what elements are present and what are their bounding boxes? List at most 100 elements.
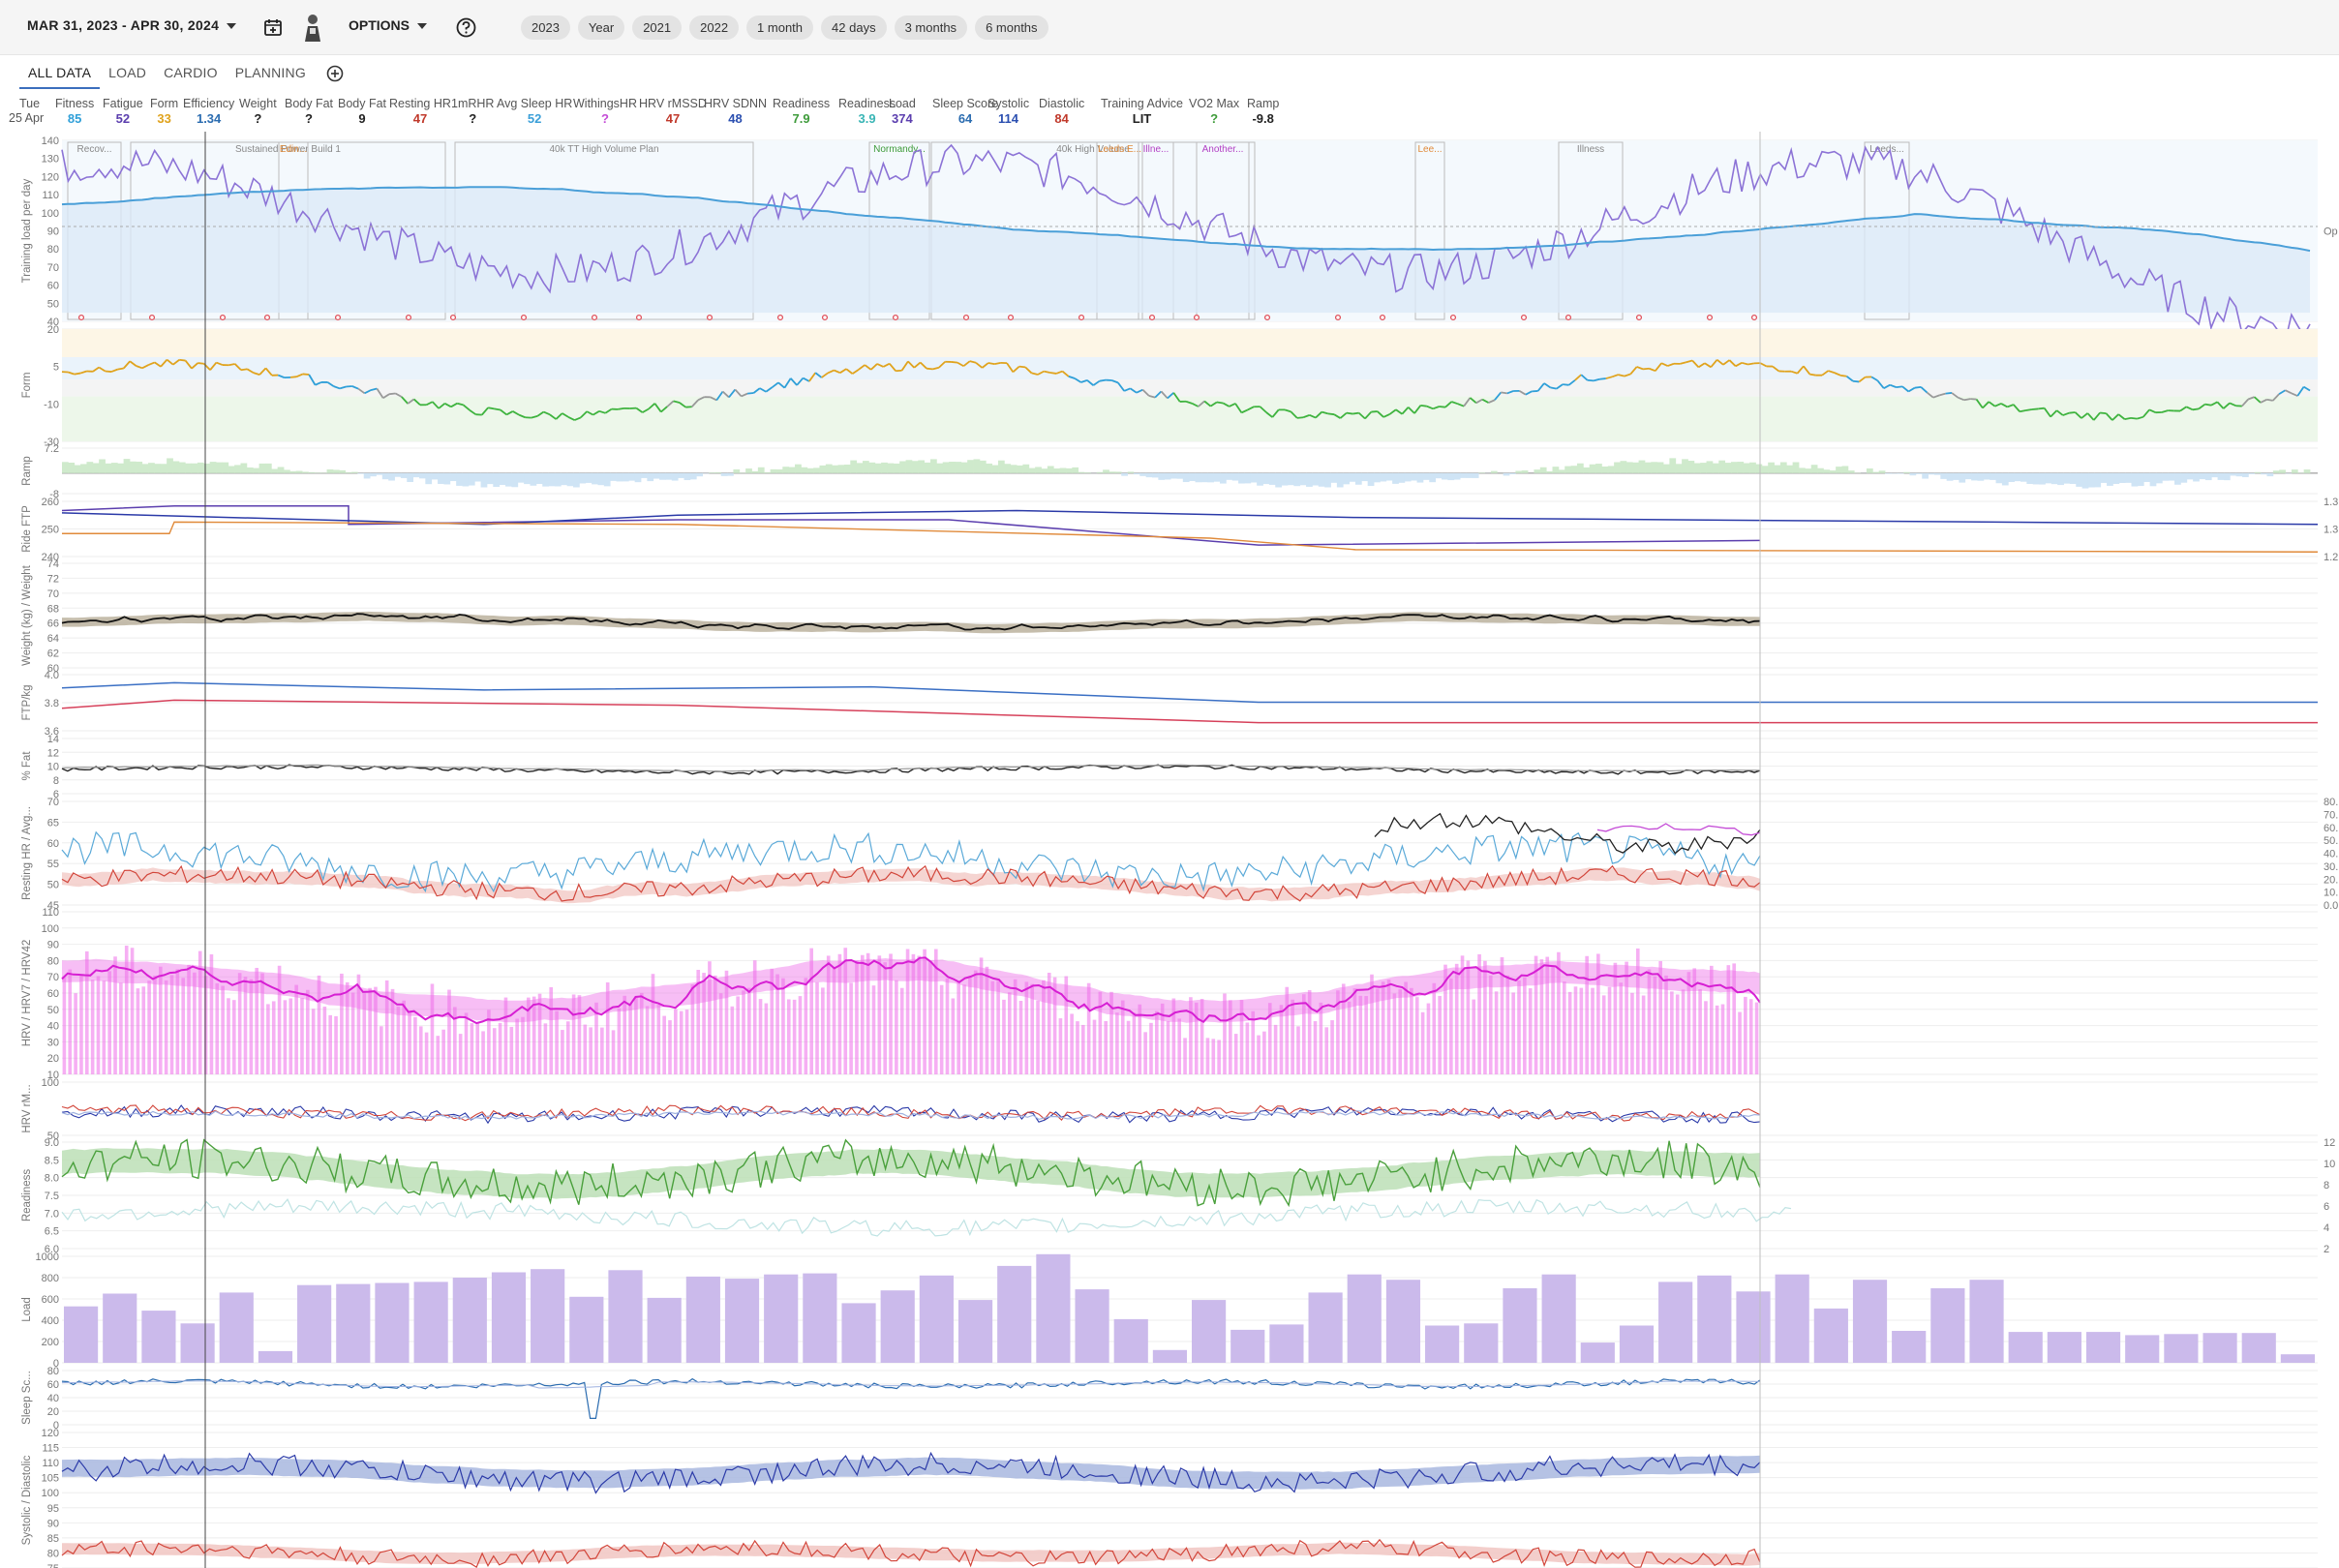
add-tab-icon[interactable] <box>326 65 344 82</box>
tab-all-data[interactable]: ALL DATA <box>19 56 101 89</box>
hrv-bar <box>1653 976 1657 1074</box>
form-segment <box>883 362 891 368</box>
tab-planning[interactable]: PLANNING <box>234 65 306 80</box>
hrv-bar <box>328 1014 333 1074</box>
form-segment <box>2296 386 2305 397</box>
metric-training-advice[interactable]: Training Advice LIT <box>1101 97 1183 126</box>
load-bar <box>1892 1331 1927 1363</box>
form-segment <box>592 410 600 416</box>
hrv-bar <box>730 1006 735 1074</box>
hrv-bar <box>124 946 129 1074</box>
ramp-bar <box>2100 472 2108 483</box>
ramp-bar <box>918 460 926 473</box>
chip-2022[interactable]: 2022 <box>689 15 740 40</box>
metric-load[interactable]: Load 374 <box>889 97 916 126</box>
form-segment <box>512 410 520 416</box>
plan-label: Sustained Power Build 1 <box>235 144 341 155</box>
tab-load[interactable]: LOAD <box>108 65 147 80</box>
hrv-bar <box>736 996 740 1074</box>
systolic-line <box>61 1451 1761 1494</box>
ramp-bar <box>671 472 679 481</box>
athlete-avatar[interactable] <box>300 13 325 42</box>
metric-readiness[interactable]: Readiness 3.9 <box>838 97 896 126</box>
metric-label: Avg Sleep HR <box>497 97 573 110</box>
form-segment <box>938 361 946 369</box>
metric-resting-hr[interactable]: Resting HR 47 <box>389 97 451 126</box>
ramp-bar <box>1774 465 1781 473</box>
ramp-bar <box>326 468 334 473</box>
calendar-add-icon[interactable] <box>263 17 283 37</box>
ramp-bar <box>2020 472 2027 482</box>
ramp-bar <box>775 468 783 473</box>
metric-1mrhr[interactable]: 1mRHR? <box>451 97 494 126</box>
ramp-bar <box>438 472 444 484</box>
chip-year[interactable]: Year <box>577 15 625 40</box>
form-segment <box>376 387 384 399</box>
y-tick-label: 90 <box>47 226 59 238</box>
ramp-bar <box>1145 472 1153 478</box>
y-tick-label: 240 <box>42 552 59 563</box>
hrv-bar <box>651 974 655 1074</box>
ramp-bar <box>1244 472 1252 484</box>
rmssd-line <box>61 1104 1761 1125</box>
chip-2021[interactable]: 2021 <box>632 15 683 40</box>
y-tick-label: 250 <box>42 525 59 536</box>
ramp-bar <box>1922 472 1929 479</box>
form-segment <box>370 387 378 391</box>
right-tick-label: 12 <box>2324 1137 2335 1149</box>
form-segment <box>1629 366 1638 376</box>
metric-sleep-score[interactable]: Sleep Score 64 <box>932 97 998 126</box>
hrv-bar <box>973 970 978 1074</box>
event-marker <box>962 314 970 321</box>
chip-1-month[interactable]: 1 month <box>746 15 814 40</box>
hrv-bar <box>1166 1020 1170 1074</box>
metric-hrv-sdnn[interactable]: HRV SDNN 48 <box>704 97 767 126</box>
chip-3-months[interactable]: 3 months <box>894 15 968 40</box>
metric-systolic[interactable]: Systolic 114 <box>987 97 1029 126</box>
metric-readiness[interactable]: Readiness 7.9 <box>773 97 830 126</box>
metric-weight[interactable]: Weight? <box>239 97 277 126</box>
hrv-bar <box>1223 993 1227 1074</box>
metric-body-fat[interactable]: Body Fat 9 <box>338 97 386 126</box>
metric-hrv-rmssd[interactable]: HRV rMSSD 47 <box>639 97 707 126</box>
ramp-bar <box>850 460 858 473</box>
ramp-bar <box>1638 460 1646 473</box>
options-menu[interactable]: OPTIONS <box>349 17 428 33</box>
form-segment <box>333 385 341 390</box>
ramp-bar <box>1164 472 1171 480</box>
hrv-bar <box>684 1010 689 1074</box>
metric-fatigue[interactable]: Fatigue 52 <box>103 97 143 126</box>
metric-efficiency[interactable]: Efficiency 1.34 <box>183 97 234 126</box>
hrv-bar <box>492 1028 497 1074</box>
hrv-bar <box>1064 976 1069 1074</box>
metric-ramp[interactable]: Ramp -9.8 <box>1247 97 1279 126</box>
form-segment <box>1796 365 1805 375</box>
ramp-bar <box>665 472 673 480</box>
form-segment <box>821 372 829 378</box>
hrv-bar <box>1477 953 1481 1074</box>
metric-diastolic[interactable]: Diastolic 84 <box>1039 97 1084 126</box>
date-range-selector[interactable]: MAR 31, 2023 - APR 30, 2024 <box>27 17 237 33</box>
hrv-bar <box>1058 1018 1063 1074</box>
help-icon[interactable] <box>456 17 476 38</box>
form-segment <box>536 410 545 417</box>
ramp-bar <box>480 472 488 488</box>
metric-form[interactable]: Form 33 <box>150 97 178 126</box>
metric-fitness[interactable]: Fitness 85 <box>55 97 94 126</box>
form-segment <box>1481 398 1490 404</box>
hrv-bar <box>311 1009 316 1074</box>
metric-avg-sleep-hr[interactable]: Avg Sleep HR 52 <box>497 97 572 126</box>
hrv-bar <box>792 999 797 1074</box>
form-segment <box>463 404 471 411</box>
chip-6-months[interactable]: 6 months <box>975 15 1048 40</box>
event-marker <box>263 314 271 321</box>
hrv-bar <box>255 967 259 1074</box>
metric-body-fat[interactable]: Body Fat? <box>285 97 333 126</box>
ramp-bar <box>1768 462 1775 473</box>
chip-42-days[interactable]: 42 days <box>821 15 887 40</box>
tab-cardio[interactable]: CARDIO <box>164 65 218 80</box>
metric-withingshr[interactable]: WithingsHR? <box>573 97 637 126</box>
metric-vo2-max[interactable]: VO2 Max? <box>1189 97 1239 126</box>
chip-2023[interactable]: 2023 <box>521 15 570 40</box>
